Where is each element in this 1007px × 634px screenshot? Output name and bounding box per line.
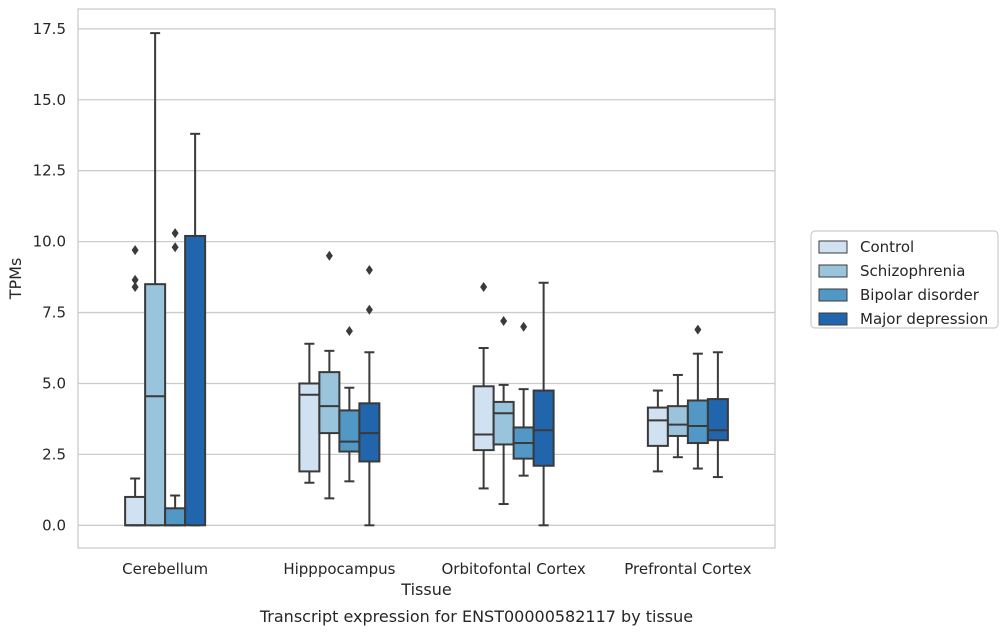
outlier-point xyxy=(365,264,373,275)
chart-caption: Transcript expression for ENST0000058211… xyxy=(259,607,693,626)
x-axis-ticks: Cerebellum Hipppocampus Orbitofontal Corte… xyxy=(122,560,751,578)
y-tick-label: 12.5 xyxy=(33,162,66,180)
box-major-depression xyxy=(532,281,555,527)
iqr-box xyxy=(124,495,147,527)
legend-swatch xyxy=(818,264,848,278)
iqr-box xyxy=(164,507,187,527)
legend-swatch xyxy=(818,288,848,302)
outlier-point xyxy=(325,250,333,261)
box-schizophrenia xyxy=(492,316,515,506)
box-schizophrenia xyxy=(666,373,689,459)
outlier-point xyxy=(520,321,528,332)
box-bipolar-disorder xyxy=(686,324,709,470)
box-schizophrenia xyxy=(144,32,167,527)
x-tick-label: Hipppocampus xyxy=(283,560,395,578)
iqr-box xyxy=(646,406,669,447)
y-tick-label: 10.0 xyxy=(33,233,66,251)
legend-label: Bipolar disorder xyxy=(860,286,980,304)
x-tick-label: Orbitofontal Cortex xyxy=(442,560,586,578)
y-axis-ticks: 0.0 2.5 5.0 7.5 10.0 12.5 15.0 17.5 xyxy=(33,20,66,534)
box-control xyxy=(124,245,147,527)
box-control xyxy=(646,389,669,473)
legend-label: Schizophrenia xyxy=(860,262,965,280)
box-control xyxy=(298,342,321,484)
plot-frame xyxy=(77,8,776,549)
iqr-box xyxy=(706,398,729,442)
box-schizophrenia xyxy=(318,250,341,500)
outlier-point xyxy=(694,324,702,335)
y-tick-label: 17.5 xyxy=(33,20,66,38)
plot-boxes xyxy=(124,32,729,527)
iqr-box xyxy=(318,371,341,435)
outlier-point xyxy=(131,274,139,285)
outlier-point xyxy=(171,228,179,239)
outlier-point xyxy=(345,325,353,336)
outlier-point xyxy=(171,242,179,253)
iqr-box xyxy=(338,409,361,453)
legend-swatch xyxy=(818,240,848,254)
outlier-point xyxy=(131,245,139,256)
iqr-box xyxy=(472,385,495,452)
box-major-depression xyxy=(358,264,381,527)
outlier-point xyxy=(365,304,373,315)
y-tick-label: 7.5 xyxy=(42,304,66,322)
iqr-box xyxy=(666,405,689,437)
legend: Control Schizophrenia Bipolar disorder Majo… xyxy=(810,230,999,329)
y-axis-label: TPMs xyxy=(6,258,25,301)
y-tick-label: 2.5 xyxy=(42,445,66,463)
box-bipolar-disorder xyxy=(512,321,535,477)
iqr-box xyxy=(298,382,321,473)
box-major-depression xyxy=(184,132,207,527)
legend-swatch xyxy=(818,312,848,326)
y-tick-label: 0.0 xyxy=(42,516,66,534)
y-tick-label: 5.0 xyxy=(42,374,66,392)
outlier-point xyxy=(500,316,508,327)
x-tick-label: Prefrontal Cortex xyxy=(624,560,751,578)
iqr-box xyxy=(144,283,167,527)
legend-label: Major depression xyxy=(860,310,988,328)
x-tick-label: Cerebellum xyxy=(122,560,208,578)
iqr-box xyxy=(492,400,515,446)
outlier-point xyxy=(131,282,139,293)
iqr-box xyxy=(686,399,709,445)
box-bipolar-disorder xyxy=(164,228,187,527)
iqr-box xyxy=(184,234,207,527)
gridlines xyxy=(78,28,775,526)
legend-label: Control xyxy=(860,238,914,256)
iqr-box xyxy=(532,389,555,467)
box-major-depression xyxy=(706,351,729,479)
box-bipolar-disorder xyxy=(338,325,361,483)
outlier-point xyxy=(480,282,488,293)
legend-frame xyxy=(810,230,999,329)
x-axis-label: Tissue xyxy=(400,580,451,599)
y-tick-label: 15.0 xyxy=(33,91,66,109)
